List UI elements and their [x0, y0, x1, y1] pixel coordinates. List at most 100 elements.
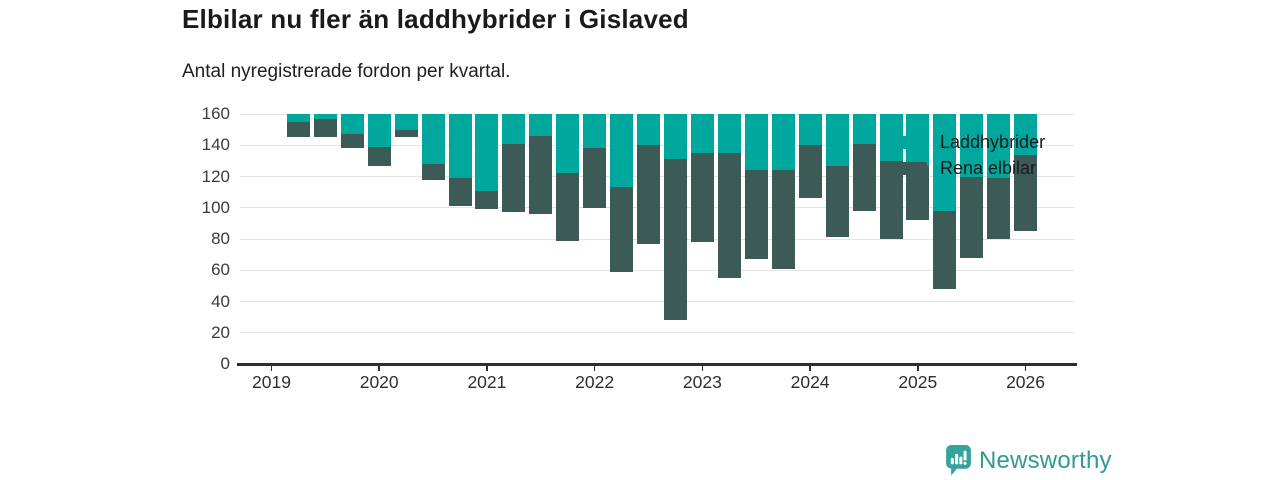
- bar-segment-rena-elbilar: [340, 134, 364, 149]
- y-axis-label-40: 40: [211, 291, 230, 311]
- bar-2020-q4: [447, 114, 474, 364]
- bar-segment-laddhybrider: [529, 114, 553, 136]
- bar-2021-q1: [474, 114, 501, 364]
- bar-2025-q4: [985, 114, 1012, 364]
- bar-segment-rena-elbilar: [852, 143, 876, 211]
- bars-layer: [258, 114, 1039, 364]
- bar-segment-laddhybrider: [960, 114, 984, 177]
- legend: Laddhybrider Rena elbilar: [890, 129, 1045, 181]
- x-axis-tick-2020: [378, 366, 380, 371]
- bar-2025-q2: [931, 114, 958, 364]
- bar-2022-q1: [581, 114, 608, 364]
- bar-2020-q1: [366, 114, 393, 364]
- bar-segment-rena-elbilar: [475, 190, 499, 210]
- bar-segment-rena-elbilar: [690, 153, 714, 243]
- bar-segment-laddhybrider: [556, 114, 580, 174]
- bar-segment-rena-elbilar: [367, 146, 391, 166]
- bar-segment-rena-elbilar: [502, 143, 526, 213]
- bar-2022-q4: [662, 114, 689, 364]
- x-axis-tick-2022: [593, 366, 596, 371]
- bar-2019-q3: [312, 114, 339, 364]
- bar-segment-laddhybrider: [744, 114, 768, 171]
- bar-segment-rena-elbilar: [933, 210, 957, 289]
- x-axis-label-2025: 2025: [898, 372, 938, 392]
- bar-segment-rena-elbilar: [825, 165, 849, 238]
- bar-segment-laddhybrider: [798, 114, 822, 146]
- bar-segment-rena-elbilar: [960, 176, 984, 258]
- bar-2022-q3: [635, 114, 662, 364]
- y-axis-label-80: 80: [211, 229, 230, 248]
- bar-2021-q2: [500, 114, 527, 364]
- bar-segment-laddhybrider: [717, 114, 741, 154]
- x-axis-label-2021: 2021: [467, 372, 507, 392]
- y-axis-label-120: 120: [201, 166, 230, 186]
- x-axis-tick-2023: [701, 366, 704, 371]
- bar-segment-rena-elbilar: [798, 145, 822, 199]
- bar-segment-rena-elbilar: [664, 159, 688, 321]
- x-axis-tick-2026: [1024, 366, 1027, 371]
- y-axis-label-140: 140: [201, 135, 230, 155]
- legend-swatch-laddhybrider: [890, 135, 927, 149]
- legend-item-laddhybrider: Laddhybrider: [890, 129, 1045, 155]
- legend-label-rena-elbilar: Rena elbilar: [940, 157, 1037, 178]
- bar-segment-rena-elbilar: [394, 129, 418, 138]
- newsworthy-logo: Newsworthy: [946, 445, 1112, 476]
- chart-subtitle: Antal nyregistrerade fordon per kvartal.: [182, 61, 511, 82]
- bar-segment-laddhybrider: [583, 114, 607, 149]
- bar-segment-rena-elbilar: [313, 118, 337, 138]
- bar-segment-laddhybrider: [771, 114, 795, 171]
- x-axis-tick-2024: [809, 366, 811, 371]
- bar-segment-rena-elbilar: [879, 160, 903, 239]
- bar-segment-laddhybrider: [421, 114, 445, 164]
- page-title: Elbilar nu fler än laddhybrider i Gislav…: [182, 4, 689, 34]
- bar-segment-laddhybrider: [286, 114, 310, 122]
- bar-segment-laddhybrider: [664, 114, 688, 160]
- bar-segment-laddhybrider: [690, 114, 714, 154]
- bar-2024-q2: [824, 114, 851, 364]
- newsworthy-logo-text: Newsworthy: [979, 446, 1112, 474]
- bar-segment-rena-elbilar: [529, 135, 553, 214]
- bar-segment-rena-elbilar: [583, 148, 607, 208]
- y-axis-label-0: 0: [220, 354, 230, 373]
- bar-2026-q1: [1012, 114, 1039, 364]
- bar-2019-q4: [339, 114, 366, 364]
- bar-segment-rena-elbilar: [421, 164, 445, 180]
- legend-swatch-rena-elbilar: [890, 161, 927, 175]
- gridline-40: [240, 301, 1075, 302]
- bar-segment-laddhybrider: [933, 114, 957, 211]
- x-axis-label-2022: 2022: [575, 372, 615, 392]
- x-axis-label-2026: 2026: [1006, 372, 1045, 392]
- bar-segment-rena-elbilar: [286, 121, 310, 138]
- bar-segment-rena-elbilar: [987, 178, 1011, 239]
- bar-segment-rena-elbilar: [448, 178, 472, 207]
- bar-segment-laddhybrider: [610, 114, 634, 188]
- bar-segment-rena-elbilar: [744, 170, 768, 260]
- bar-segment-laddhybrider: [448, 114, 472, 179]
- plot-area: 0 20 40 60 80 100 120 140 160 2019 2020 2021 2022 20…: [202, 104, 1077, 392]
- bar-segment-laddhybrider: [502, 114, 526, 144]
- bar-segment-rena-elbilar: [1014, 154, 1038, 232]
- y-axis-label-20: 20: [211, 322, 230, 342]
- x-axis-label-2019: 2019: [252, 372, 291, 392]
- bar-2020-q2: [393, 114, 420, 364]
- bar-segment-laddhybrider: [340, 114, 364, 135]
- bar-2025-q3: [958, 114, 985, 364]
- bar-2021-q4: [554, 114, 581, 364]
- bar-2024-q3: [851, 114, 878, 364]
- bar-segment-rena-elbilar: [906, 165, 930, 221]
- bar-2023-q2: [716, 114, 743, 364]
- x-axis-tick-2019: [270, 366, 273, 371]
- bar-segment-laddhybrider: [394, 114, 418, 130]
- x-axis-label-2024: 2024: [790, 372, 830, 392]
- bar-segment-laddhybrider: [825, 114, 849, 166]
- y-axis-label-60: 60: [211, 260, 230, 280]
- x-axis-label-2023: 2023: [682, 372, 722, 392]
- x-axis-tick-2021: [486, 366, 488, 371]
- bar-2022-q2: [608, 114, 635, 364]
- bar-2023-q1: [689, 114, 716, 364]
- gridline-60: [240, 269, 1075, 271]
- bar-segment-laddhybrider: [367, 114, 391, 147]
- bar-segment-laddhybrider: [313, 114, 337, 119]
- newsworthy-logo-icon: [946, 445, 971, 476]
- x-axis-line: [237, 363, 1077, 366]
